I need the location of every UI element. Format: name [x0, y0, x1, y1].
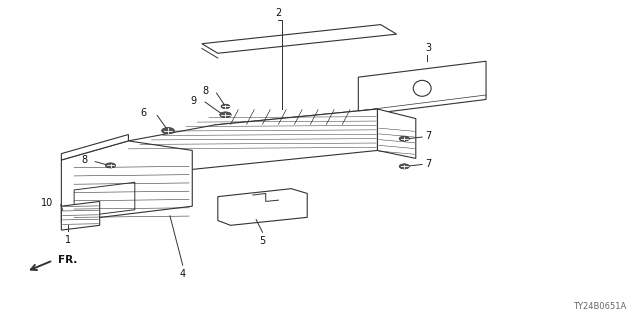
Circle shape [399, 136, 410, 141]
Text: FR.: FR. [58, 255, 77, 265]
Text: 2: 2 [275, 8, 282, 18]
Polygon shape [74, 182, 135, 217]
Polygon shape [214, 109, 378, 157]
Circle shape [106, 163, 116, 168]
Text: 7: 7 [426, 158, 431, 169]
Polygon shape [61, 201, 100, 230]
Text: TY24B0651A: TY24B0651A [573, 302, 627, 311]
Polygon shape [61, 134, 129, 160]
Text: 5: 5 [259, 236, 266, 246]
Text: 3: 3 [426, 43, 431, 53]
Text: 8: 8 [81, 155, 88, 165]
Text: 9: 9 [190, 96, 196, 106]
Circle shape [399, 164, 410, 169]
Text: 1: 1 [65, 235, 71, 245]
Text: 7: 7 [426, 131, 431, 141]
Ellipse shape [413, 80, 431, 96]
Circle shape [162, 127, 174, 134]
Circle shape [221, 104, 230, 109]
Polygon shape [378, 109, 416, 158]
Polygon shape [358, 61, 486, 116]
Text: 6: 6 [140, 108, 147, 118]
Polygon shape [61, 141, 192, 222]
Text: 4: 4 [180, 269, 186, 279]
Polygon shape [218, 189, 307, 225]
Polygon shape [202, 25, 397, 53]
Text: 10: 10 [41, 198, 53, 208]
Circle shape [220, 112, 231, 118]
Text: 8: 8 [203, 86, 209, 97]
Polygon shape [129, 109, 378, 176]
